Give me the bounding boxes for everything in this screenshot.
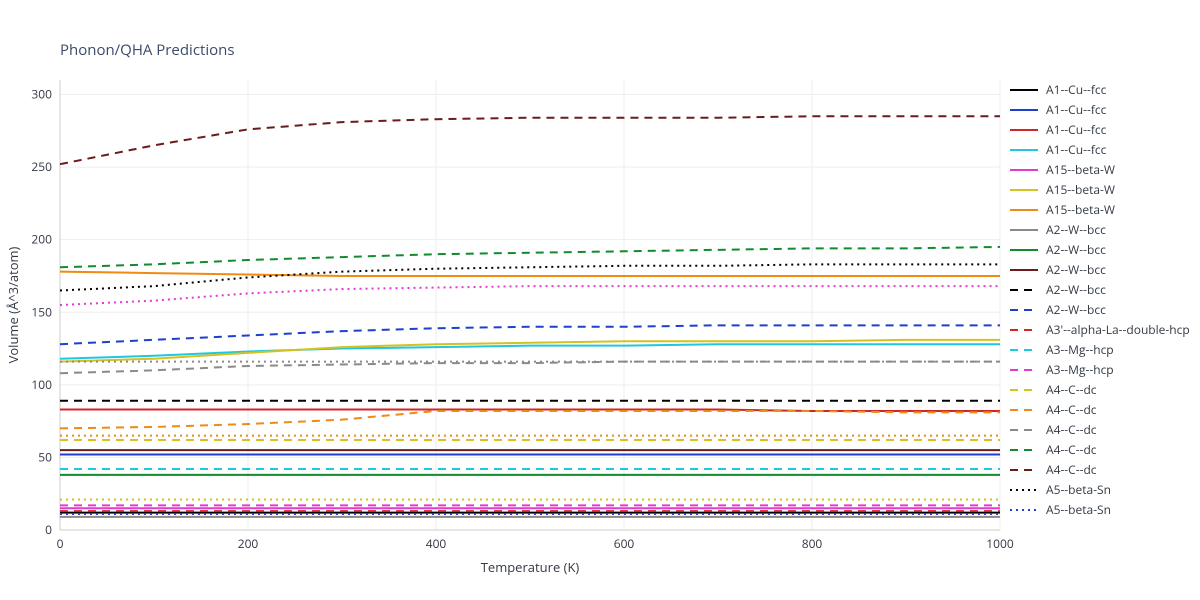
xtick-label: 200: [238, 535, 259, 552]
legend-label[interactable]: A2--W--bcc: [1046, 281, 1106, 298]
legend-label[interactable]: A2--W--bcc: [1046, 261, 1106, 278]
xtick-label: 800: [802, 535, 823, 552]
xtick-label: 400: [426, 535, 447, 552]
ytick-label: 150: [31, 303, 52, 320]
legend-label[interactable]: A2--W--bcc: [1046, 221, 1106, 238]
chart-svg: 0 200 400 600 800 1000 0 50 100 150 200 250 300 Tempe…: [0, 0, 1200, 600]
chart-container: { "chart": { "type": "line", "title": "P…: [0, 0, 1200, 600]
ytick-label: 250: [31, 158, 52, 175]
legend-label[interactable]: A4--C--dc: [1046, 401, 1097, 418]
legend-label[interactable]: A15--beta-W: [1046, 181, 1115, 198]
legend-label[interactable]: A2--W--bcc: [1046, 301, 1106, 318]
xtick-label: 600: [614, 535, 635, 552]
xtick-label: 0: [57, 535, 64, 552]
legend-label[interactable]: A15--beta-W: [1046, 201, 1115, 218]
ytick-label: 300: [31, 86, 52, 103]
yaxis-label: Volume (Å^3/atom): [4, 246, 22, 363]
legend-label[interactable]: A2--W--bcc: [1046, 241, 1106, 258]
ytick-label: 200: [31, 231, 52, 248]
legend-label[interactable]: A3'--alpha-La--double-hcp: [1046, 321, 1190, 338]
ytick-label: 50: [38, 448, 52, 465]
legend-label[interactable]: A15--beta-W: [1046, 161, 1115, 178]
legend-label[interactable]: A1--Cu--fcc: [1046, 141, 1107, 158]
xtick-label: 1000: [986, 535, 1014, 552]
legend-label[interactable]: A1--Cu--fcc: [1046, 121, 1107, 138]
legend-label[interactable]: A1--Cu--fcc: [1046, 101, 1107, 118]
legend-label[interactable]: A1--Cu--fcc: [1046, 81, 1107, 98]
chart-title: Phonon/QHA Predictions: [60, 40, 235, 60]
legend-label[interactable]: A5--beta-Sn: [1046, 501, 1111, 518]
legend-label[interactable]: A3--Mg--hcp: [1046, 361, 1114, 378]
legend-label[interactable]: A5--beta-Sn: [1046, 481, 1111, 498]
plot-area: [60, 80, 1000, 530]
legend-label[interactable]: A4--C--dc: [1046, 461, 1097, 478]
ytick-label: 0: [45, 521, 52, 538]
legend-label[interactable]: A3--Mg--hcp: [1046, 341, 1114, 358]
legend-label[interactable]: A4--C--dc: [1046, 441, 1097, 458]
legend-label[interactable]: A4--C--dc: [1046, 381, 1097, 398]
xaxis-label: Temperature (K): [481, 558, 580, 576]
ytick-label: 100: [31, 376, 52, 393]
legend-label[interactable]: A4--C--dc: [1046, 421, 1097, 438]
